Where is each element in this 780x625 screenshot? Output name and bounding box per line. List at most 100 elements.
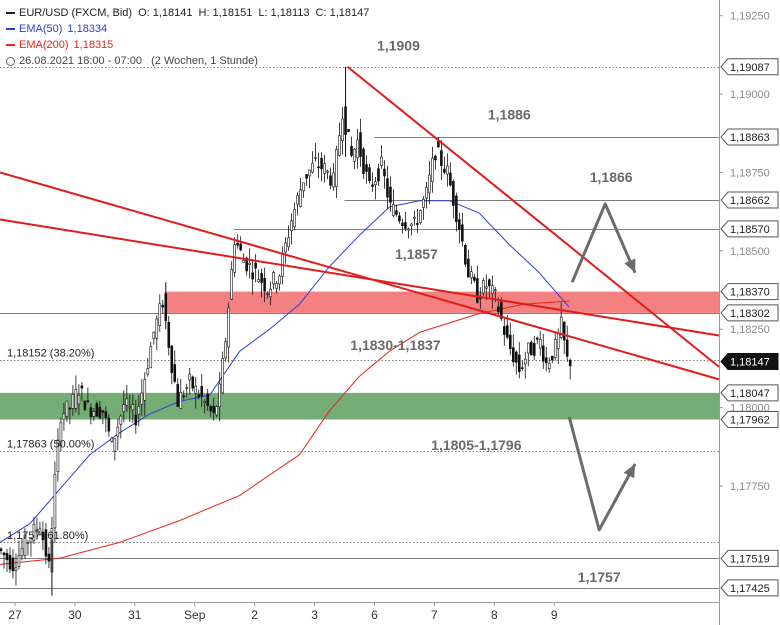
candle-body xyxy=(14,567,18,571)
candles-group xyxy=(0,66,572,596)
arrowhead-icon xyxy=(623,464,636,479)
candle-body xyxy=(497,306,500,313)
chart-legend: EUR/USD (FXCM, Bid) O: 1,18141 H: 1,1815… xyxy=(6,5,369,69)
candle-body xyxy=(38,528,42,535)
candle-body xyxy=(185,387,189,389)
candle-body xyxy=(227,307,230,348)
candle-body xyxy=(257,279,260,283)
candle-body xyxy=(110,437,114,442)
candle-body xyxy=(209,406,213,412)
ema50-name: EMA(50) xyxy=(19,23,63,35)
candle-body xyxy=(526,342,530,354)
candle-body xyxy=(140,392,144,405)
x-tick-label: 3 xyxy=(311,608,318,622)
candle-body xyxy=(77,394,81,405)
candle-body xyxy=(62,413,66,420)
candle-body xyxy=(17,555,21,567)
candle-body xyxy=(449,172,452,186)
candle-body xyxy=(296,195,299,205)
candle-body xyxy=(565,339,569,357)
candle-body xyxy=(248,263,251,265)
candle-body xyxy=(329,175,332,186)
candle-body xyxy=(395,210,398,215)
candle-body xyxy=(326,170,329,173)
candle-body xyxy=(161,304,165,308)
candle-body xyxy=(440,150,443,166)
candle-body xyxy=(80,385,84,389)
candle-body xyxy=(529,341,533,356)
candle-body xyxy=(8,554,12,570)
candle-body xyxy=(125,398,129,406)
candle-body xyxy=(155,318,159,339)
candle-body xyxy=(458,219,461,230)
candle-body xyxy=(83,400,87,411)
candle-body xyxy=(287,237,290,248)
candle-body xyxy=(5,552,9,561)
candle-body xyxy=(547,362,551,370)
candle-body xyxy=(520,367,524,369)
candle-body xyxy=(119,415,123,425)
resistance-zone xyxy=(164,291,720,313)
bearish-scenario-arrow xyxy=(567,416,637,532)
candle-body xyxy=(146,368,150,375)
candle-body xyxy=(233,244,236,273)
fibonacci-label: 1,18152 (38.20%) xyxy=(7,348,94,360)
candle-body xyxy=(173,364,177,382)
price-annotation: 1,1830-1,1837 xyxy=(350,337,441,353)
candle-body xyxy=(383,168,386,177)
candle-body xyxy=(485,286,488,289)
price-annotation: 1,1909 xyxy=(377,37,420,53)
candle-body xyxy=(305,174,308,179)
candle-body xyxy=(182,395,186,398)
candle-body xyxy=(293,209,296,228)
y-tick-label: 1,18750 xyxy=(730,167,770,179)
candle-body xyxy=(311,162,314,173)
candle-body xyxy=(23,534,27,556)
candle-body xyxy=(437,141,440,148)
candle-body xyxy=(505,325,509,338)
candle-body xyxy=(317,166,320,169)
high-value: H: 1,18151 xyxy=(198,7,253,19)
candle-body xyxy=(386,178,389,198)
trendline xyxy=(346,66,720,368)
candle-body xyxy=(410,223,413,227)
candle-body xyxy=(538,339,542,349)
candle-body xyxy=(553,339,557,358)
current-price-label: 1,18147 xyxy=(730,357,770,369)
candle-body xyxy=(502,326,506,335)
candle-body xyxy=(47,553,51,562)
legend-ohlc-row: EUR/USD (FXCM, Bid) O: 1,18141 H: 1,1815… xyxy=(6,5,369,21)
candle-body xyxy=(350,145,353,156)
candle-body xyxy=(101,410,105,413)
candle-body xyxy=(473,276,476,281)
candle-body xyxy=(263,277,266,292)
candle-body xyxy=(491,285,494,295)
level-price-label: 1,17962 xyxy=(730,415,770,427)
candle-body xyxy=(368,167,371,182)
candle-body xyxy=(320,157,323,170)
trendline xyxy=(0,171,720,381)
candle-body xyxy=(134,414,138,426)
candle-body xyxy=(332,172,335,188)
candle-body xyxy=(476,278,479,303)
candle-body xyxy=(389,186,392,203)
candle-body xyxy=(347,128,350,133)
legend-ema200-row: EMA(200) 1,18315 xyxy=(6,37,369,53)
candle-body xyxy=(446,165,449,175)
level-price-label: 1,17425 xyxy=(730,583,770,595)
candle-body xyxy=(488,279,491,287)
candle-body xyxy=(230,269,233,300)
candle-body xyxy=(302,182,305,192)
candle-body xyxy=(290,220,293,231)
candle-body xyxy=(203,400,207,403)
candle-body xyxy=(149,346,153,369)
candle-body xyxy=(200,386,204,397)
candle-body xyxy=(239,243,242,251)
candle-body xyxy=(236,242,239,246)
candle-body xyxy=(104,411,108,419)
level-price-label: 1,18662 xyxy=(730,195,770,207)
candle-body xyxy=(221,358,224,394)
x-tick-label: Sep xyxy=(184,608,206,622)
candle-body xyxy=(68,407,72,410)
clock-icon xyxy=(6,56,15,66)
